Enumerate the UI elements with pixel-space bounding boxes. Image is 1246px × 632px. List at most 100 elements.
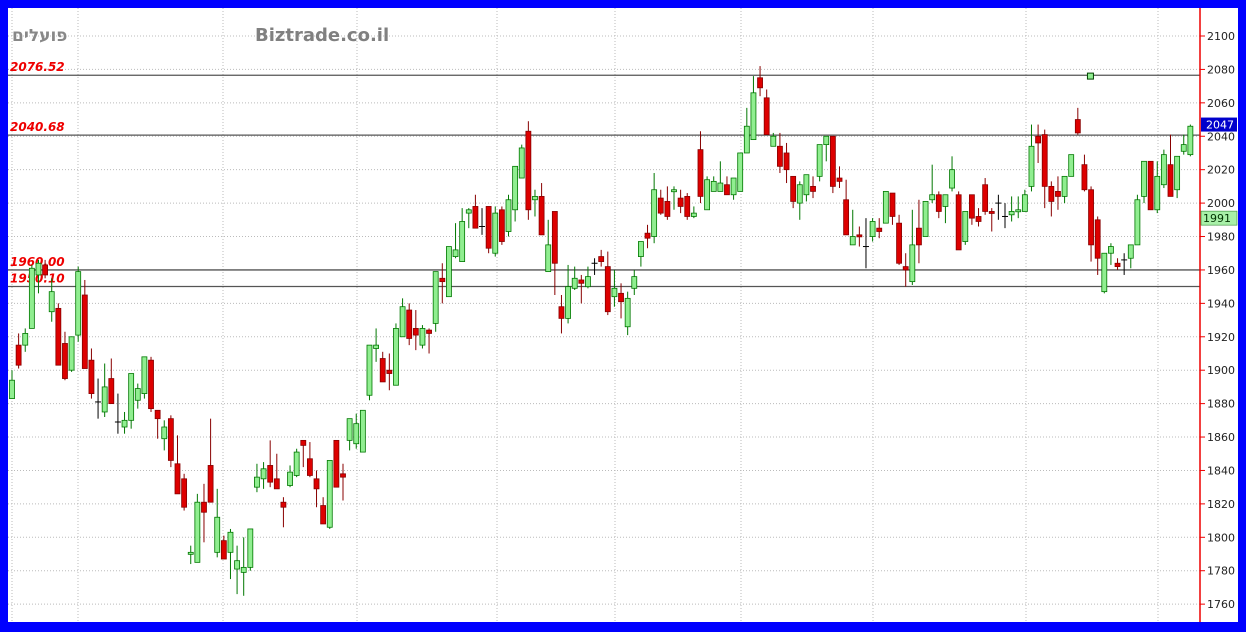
level-label: 2076.52 — [10, 60, 65, 74]
indicator-badge — [1200, 210, 1238, 226]
candle-body-up — [459, 221, 466, 262]
candle — [1094, 216, 1101, 275]
candle — [181, 473, 188, 511]
candle — [214, 488, 221, 558]
candle-body-up — [1187, 125, 1194, 156]
candle — [121, 411, 128, 434]
candle — [1008, 196, 1015, 222]
candle-body-down — [1055, 191, 1061, 197]
candle — [1028, 124, 1035, 192]
candle-body-up — [22, 333, 29, 346]
candle — [234, 545, 240, 595]
candle-body-down — [88, 359, 95, 394]
candle — [406, 303, 413, 346]
candle — [432, 271, 439, 332]
instrument-title: פועלים — [12, 26, 67, 46]
candle — [578, 274, 585, 304]
candle — [1167, 134, 1174, 197]
candle-body-up — [101, 386, 108, 413]
candle-body-up — [922, 201, 929, 237]
candle-body-down — [1147, 160, 1154, 211]
candle — [889, 192, 896, 225]
candle — [724, 176, 730, 196]
candle — [955, 191, 962, 251]
candle-body-up — [359, 409, 366, 453]
candle — [75, 266, 82, 342]
candle-body-up — [134, 388, 141, 401]
candle-body-up — [1008, 211, 1015, 216]
candle-body-up — [532, 196, 538, 201]
candle — [399, 298, 406, 338]
candle — [929, 164, 936, 204]
candle-body-up — [710, 180, 717, 192]
candle-body-down — [340, 473, 346, 478]
candle — [876, 218, 883, 239]
candle — [684, 193, 691, 220]
candle — [829, 135, 836, 194]
candle-body-up — [75, 271, 82, 336]
candle-body-up — [68, 336, 75, 371]
candle — [174, 435, 181, 495]
candle-body-down — [889, 192, 896, 217]
candle — [1174, 155, 1181, 199]
candle — [373, 328, 380, 362]
candle-body-up — [770, 135, 777, 147]
candle-body-down — [777, 145, 783, 167]
candle-body-down — [829, 135, 836, 187]
candle — [393, 323, 399, 386]
candle — [465, 208, 472, 229]
candle — [690, 206, 697, 219]
candle-body-down — [578, 279, 585, 284]
candle-body-down — [42, 264, 48, 276]
axis-tick-label: 1760 — [1207, 598, 1235, 611]
candle — [896, 214, 902, 265]
candle — [366, 344, 373, 401]
candle — [201, 483, 207, 543]
candle-body-up — [750, 92, 757, 141]
candle-body-down — [300, 439, 307, 446]
candle-body-down — [201, 501, 207, 513]
candle-body-down — [902, 266, 909, 271]
watermark-logo: Biztrade.co.il — [255, 25, 389, 46]
candle-body-down — [757, 77, 763, 89]
candle — [916, 199, 922, 264]
candle — [935, 191, 942, 219]
candle — [15, 333, 22, 369]
candle — [1061, 175, 1068, 204]
candle — [1055, 176, 1061, 210]
candle-body-down — [167, 418, 174, 461]
candle — [730, 177, 737, 200]
level-label: 1950.10 — [10, 271, 65, 285]
candle-body-up — [1015, 209, 1022, 213]
price-axis: 1760 1780 1800 1820 1840 1860 1880 1900 1920 1940… — [1199, 8, 1238, 622]
axis-tick-label: 2020 — [1207, 164, 1235, 177]
candle-body-down — [1088, 189, 1094, 246]
candle — [28, 264, 35, 329]
candle-body-up — [1180, 144, 1187, 152]
axis-tick-label: 2040 — [1207, 130, 1235, 143]
candle — [551, 211, 558, 296]
candle-body-up — [949, 169, 955, 189]
candle — [664, 186, 671, 220]
axis-tick-label: 2100 — [1207, 30, 1235, 43]
candle-body-up — [240, 566, 247, 573]
candle-body-up — [545, 244, 552, 273]
candle-body-up — [730, 177, 737, 196]
candle-body-down — [598, 256, 605, 262]
candle — [247, 528, 254, 571]
candle-body-down — [55, 307, 62, 366]
candle-body-down — [657, 197, 664, 214]
candle — [161, 420, 168, 451]
candle — [148, 356, 154, 412]
candle-body-down — [174, 463, 181, 495]
candle — [320, 497, 327, 525]
level-lines: 2076.52 2040.68 1960.00 1950.10 — [8, 60, 1200, 288]
candle — [1101, 252, 1108, 294]
candle — [671, 186, 677, 210]
candle — [949, 156, 955, 192]
candle-body-up — [1174, 155, 1181, 191]
candle-body-up — [353, 423, 360, 445]
candle-body-up — [796, 184, 803, 204]
candle-body-up — [399, 306, 406, 338]
candle — [836, 166, 843, 189]
